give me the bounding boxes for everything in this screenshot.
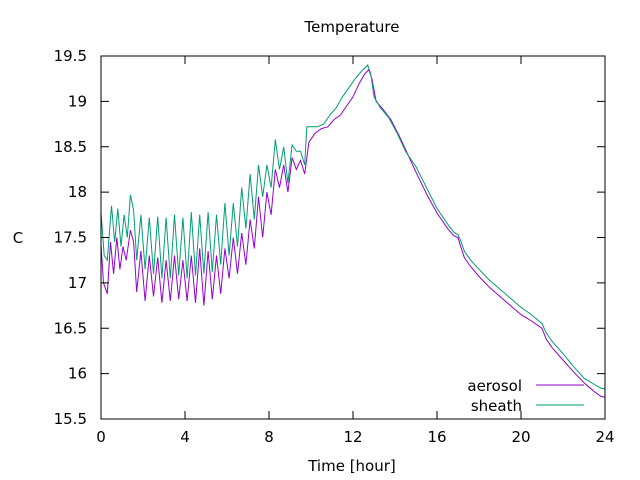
y-tick-label: 19.5 [54, 47, 87, 65]
y-axis-label: C [13, 229, 23, 247]
x-tick-label: 20 [511, 428, 530, 446]
x-tick-label: 12 [343, 428, 362, 446]
x-tick-label: 0 [96, 428, 106, 446]
y-tick-label: 18 [68, 183, 87, 201]
chart-title: Temperature [303, 18, 399, 36]
x-axis-label: Time [hour] [307, 457, 396, 475]
legend-label-sheath: sheath [471, 397, 522, 415]
legend: aerosol sheath [467, 377, 584, 415]
x-tick-label: 8 [264, 428, 274, 446]
y-tick-label: 16.5 [54, 319, 87, 337]
y-tick-label: 16 [68, 365, 87, 383]
x-tick-label: 24 [595, 428, 614, 446]
series-line-aerosol [100, 68, 606, 398]
y-tick-label: 19 [68, 92, 87, 110]
y-tick-label: 17 [68, 274, 87, 292]
plot-area [100, 64, 606, 398]
y-tick-label: 15.5 [54, 410, 87, 428]
x-tick-label: 4 [180, 428, 190, 446]
x-tick-label: 16 [427, 428, 446, 446]
y-tick-label: 18.5 [54, 138, 87, 156]
series-line-sheath [100, 64, 606, 390]
axis-ticks: 0 4 8 12 16 20 24 15.5 16 16.5 17 17.5 18 18.5 19 19.5 [54, 47, 615, 446]
y-tick-label: 17.5 [54, 229, 87, 247]
legend-label-aerosol: aerosol [467, 377, 522, 395]
